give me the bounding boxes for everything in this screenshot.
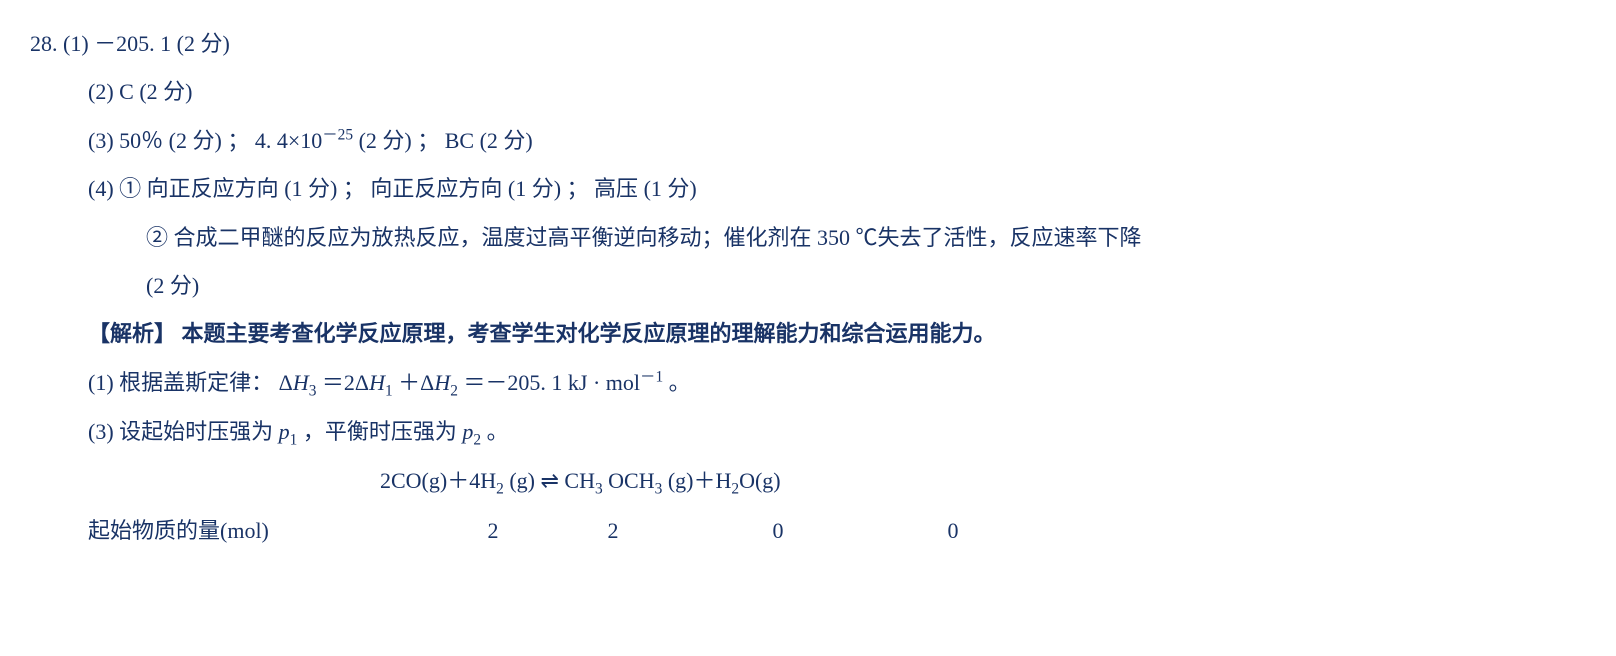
exp1-sub2: 2 [450,382,458,399]
eq-ch3: CH [564,468,595,493]
part4-sub1-t1: 向正反应方向 [147,176,279,201]
exp1-exp: －1 [640,368,663,385]
part4-sub2-pts: (2 分) [146,273,199,298]
part4-sub1-p3: (1 分) [644,176,697,201]
part4-sub1-circ: ① [119,176,141,201]
exp1-sub1: 1 [385,382,393,399]
eq-h2sub: 2 [496,481,504,498]
part2-points: (2 分) [139,79,192,104]
eq-ch3sub: 3 [595,481,603,498]
part4-sub1-t3: 高压 [594,176,638,201]
part4-sub1-p2: (1 分) [508,176,561,201]
line-part4-2a: ② 合成二甲醚的反应为放热反应，温度过高平衡逆向移动；催化剂在 350 ℃失去了… [30,214,1586,262]
part3-a2-exp: －25 [322,126,353,143]
part4-label: (4) [88,176,114,201]
line-analysis: 【解析】 本题主要考查化学反应原理，考查学生对化学反应原理的理解能力和综合运用能… [30,310,1586,358]
part3-p3: (2 分) [480,128,533,153]
eq-co: 2CO(g)＋4H [380,468,496,493]
line-row-start: 起始物质的量(mol) 2 2 0 0 [30,507,1586,555]
analysis-text: 本题主要考查化学反应原理，考查学生对化学反应原理的理解能力和综合运用能力。 [182,321,996,346]
part1-points: (2 分) [177,31,230,56]
line-part1: 28. (1) －205. 1 (2 分) [30,20,1586,68]
exp1-label: (1) [88,370,114,395]
part4-sub1-p1: (1 分) [284,176,337,201]
exp3-p2: p [462,419,473,444]
part1-answer: －205. 1 [94,31,171,56]
line-part4-2b: (2 分) [30,262,1586,310]
row-v3: 0 [678,507,878,555]
exp1-end: 。 [669,370,691,395]
exp1-H3: H [434,370,450,395]
exp1-H1: H [293,370,309,395]
row-label: 起始物质的量(mol) [88,507,438,555]
eq-h2end: (g) [504,468,535,493]
equation-body: 2CO(g)＋4H2 (g) ⇌ CH3 OCH3 (g)＋H2O(g) [380,457,781,506]
exp1-t1: 根据盖斯定律： [119,370,273,395]
part4-sub2-text: 合成二甲醚的反应为放热反应，温度过高平衡逆向移动；催化剂在 350 ℃失去了活性… [174,225,1142,250]
line-equation: 2CO(g)＋4H2 (g) ⇌ CH3 OCH3 (g)＋H2O(g) [30,457,1586,506]
exp1-eq: ＝2Δ [322,370,369,395]
part4-sub1-sep2: ； [567,176,589,201]
row-v1: 2 [438,507,548,555]
part3-sep2: ； [417,128,439,153]
part2-answer: C [119,79,134,104]
part4-sub2-circ: ② [146,225,168,250]
exp3-sub1: 1 [290,431,298,448]
analysis-prefix: 【解析】 [88,321,176,346]
part3-a3: BC [445,128,474,153]
exp1-sub3: 3 [309,382,317,399]
question-number: 28. [30,31,58,56]
part3-p1: (2 分) [169,128,222,153]
line-part3: (3) 50％ (2 分) ； 4. 4×10－25 (2 分) ； BC (2… [30,117,1586,165]
exp3-sub2: 2 [473,431,481,448]
exp3-text: 设起始时压强为 [119,419,279,444]
line-part2: (2) C (2 分) [30,68,1586,116]
row-v2: 2 [548,507,678,555]
exp3-end: 。 [487,419,509,444]
part4-sub1-t2: 向正反应方向 [370,176,502,201]
part3-a1: 50％ [119,128,163,153]
part3-label: (3) [88,128,114,153]
eq-och: OCH [603,468,655,493]
line-exp3: (3) 设起始时压强为 p1 ，平衡时压强为 p2 。 [30,408,1586,457]
line-exp1: (1) 根据盖斯定律： ΔH3 ＝2ΔH1 ＋ΔH2 ＝－205. 1 kJ ·… [30,359,1586,408]
part2-label: (2) [88,79,114,104]
exp1-H2: H [369,370,385,395]
line-part4-1: (4) ① 向正反应方向 (1 分) ； 向正反应方向 (1 分) ； 高压 (… [30,165,1586,213]
eq-h2osub: 2 [731,481,739,498]
eq-h2oend: O(g) [739,468,781,493]
part3-sep1: ； [227,128,249,153]
eq-gend: (g)＋H [662,468,731,493]
exp1-plus: ＋Δ [398,370,434,395]
exp3-p1: p [279,419,290,444]
part4-sub1-sep1: ； [343,176,365,201]
exp3-mid: ，平衡时压强为 [303,419,463,444]
part1-label: (1) [63,31,89,56]
exp1-val: ＝－205. 1 kJ · mol [463,370,640,395]
part3-a2-base: 4. 4×10 [255,128,322,153]
eq-arrow: ⇌ [540,468,558,493]
row-v4: 0 [878,507,1028,555]
exp1-dh1: Δ [279,370,293,395]
part3-p2: (2 分) [359,128,412,153]
exp3-label: (3) [88,419,114,444]
